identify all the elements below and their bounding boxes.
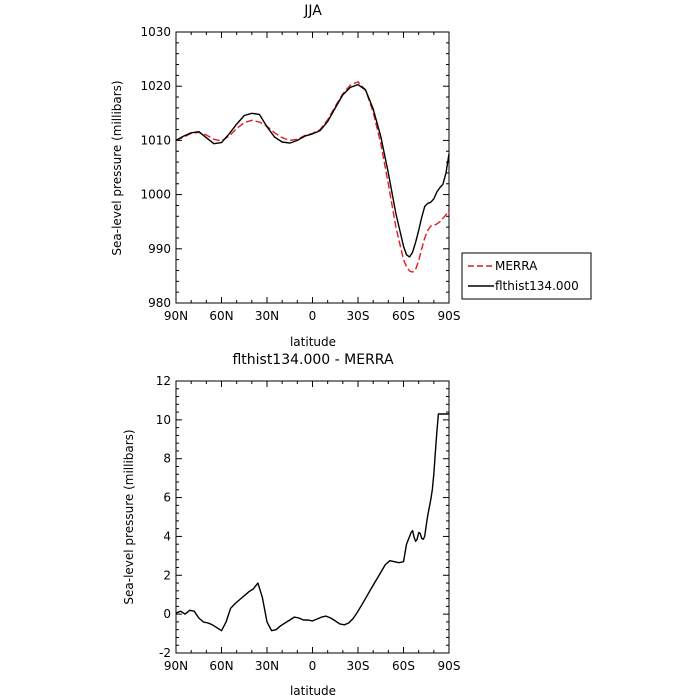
y-axis-label-top: Sea-level pressure (millibars): [110, 80, 124, 255]
x-tick-label: 30S: [347, 309, 370, 323]
y-tick-label: 980: [148, 296, 171, 310]
series-line-0-1: [175, 83, 450, 258]
x-tick-label: 90S: [438, 309, 461, 323]
y-tick-label: 12: [156, 374, 171, 388]
y-tick-label: 10: [156, 413, 171, 427]
y-tick-label: 8: [163, 452, 171, 466]
y-tick-label: 4: [163, 529, 171, 543]
chart-difference: 90N 60N 30N 0 30S 60S 90S -2 0 2 4 6 8 10 12: [156, 374, 461, 673]
y-tick-label: -2: [159, 646, 171, 660]
y-tick-label: 1020: [140, 79, 171, 93]
x-tick-label: 0: [309, 659, 317, 673]
x-axis-label-top: latitude: [290, 335, 336, 349]
x-tick-label: 0: [309, 309, 317, 323]
y-tick-label: 6: [163, 491, 171, 505]
series-line-1-0: [175, 413, 449, 632]
legend-box: [461, 252, 592, 300]
chart-jja: 90N 60N 30N 0 30S 60S 90S 980 990 1000 1010 1020 103…: [140, 25, 460, 323]
x-tick-label: 30N: [255, 659, 279, 673]
x-tick-label: 30S: [347, 659, 370, 673]
y-axis-label-bottom: Sea-level pressure (millibars): [122, 429, 136, 604]
x-tick-label: 60N: [209, 659, 233, 673]
legend: MERRA flthist134.000: [461, 252, 592, 300]
x-tick-label: 90S: [438, 659, 461, 673]
y-tick-label: 2: [163, 568, 171, 582]
x-tick-label: 60N: [209, 309, 233, 323]
x-tick-label: 90N: [164, 309, 188, 323]
chart-title-top: JJA: [303, 3, 322, 19]
x-tick-label: 60S: [392, 659, 415, 673]
x-axis-label-bottom: latitude: [290, 684, 336, 698]
chart-title-bottom: flthist134.000 - MERRA: [232, 352, 394, 368]
legend-label-model: flthist134.000: [495, 279, 579, 293]
x-tick-label: 30N: [255, 309, 279, 323]
plot-frame: [175, 31, 450, 304]
series-line-0-0: [175, 81, 450, 273]
plot-frame: [175, 380, 450, 654]
legend-label-merra: MERRA: [495, 259, 538, 273]
y-tick-label: 990: [148, 242, 171, 256]
y-tick-label: 1000: [140, 188, 171, 202]
x-tick-label: 90N: [164, 659, 188, 673]
x-tick-label: 60S: [392, 309, 415, 323]
y-tick-label: 0: [163, 607, 171, 621]
y-tick-label: 1030: [140, 25, 171, 39]
y-tick-label: 1010: [140, 133, 171, 147]
